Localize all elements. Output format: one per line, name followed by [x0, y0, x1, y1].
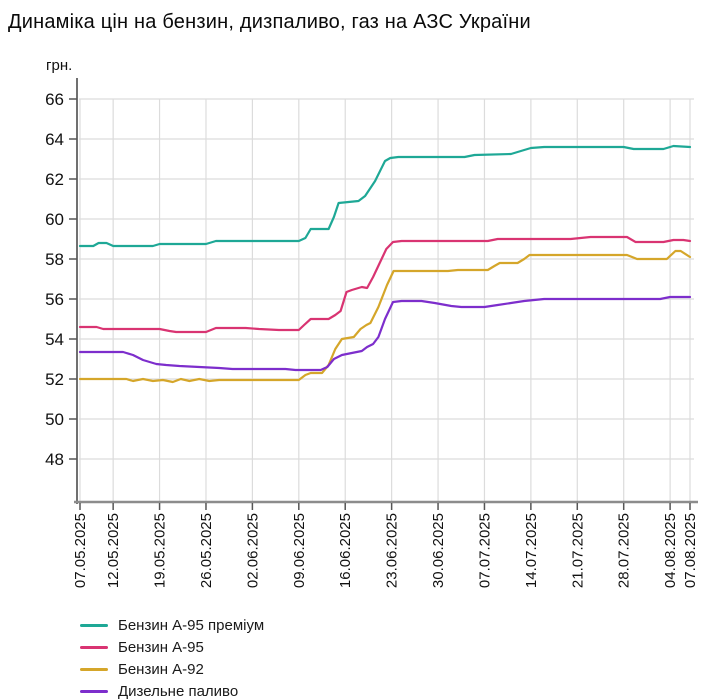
legend-swatch-diesel	[80, 689, 108, 693]
legend-label-a95: Бензин А-95	[118, 638, 204, 656]
legend-item-a95[interactable]: Бензин А-95	[80, 638, 264, 656]
y-tick-label: 52	[45, 370, 64, 389]
y-tick-label: 54	[45, 330, 64, 349]
x-tick-label: 14.07.2025	[523, 513, 540, 588]
legend-swatch-a95	[80, 645, 108, 649]
y-tick-label: 66	[45, 90, 64, 109]
chart-title: Динаміка цін на бензин, дизпаливо, газ н…	[8, 11, 531, 33]
x-tick-label: 07.07.2025	[476, 513, 493, 588]
x-tick-label: 12.05.2025	[105, 513, 122, 588]
legend-swatch-a95-premium	[80, 623, 108, 627]
x-tick-label: 26.05.2025	[198, 513, 215, 588]
series-line-a92	[78, 249, 692, 384]
x-tick-label: 30.06.2025	[430, 513, 447, 588]
x-tick-label: 07.05.2025	[72, 513, 89, 588]
y-tick-label: 56	[45, 290, 64, 309]
legend-label-a92: Бензин А-92	[118, 660, 204, 678]
legend-item-diesel[interactable]: Дизельне паливо	[80, 682, 264, 699]
x-tick-label: 02.06.2025	[244, 513, 261, 588]
legend-label-a95-premium: Бензин А-95 преміум	[118, 616, 265, 634]
x-tick-label: 28.07.2025	[616, 513, 633, 588]
y-tick-label: 64	[45, 130, 64, 149]
axes	[74, 78, 698, 504]
x-tick-label: 23.06.2025	[384, 513, 401, 588]
x-tick-label: 21.07.2025	[569, 513, 586, 588]
y-tick-label: 58	[45, 250, 64, 269]
y-axis-ticks: 66 64 62 60 58 56 54 52 50 48	[45, 90, 77, 469]
y-tick-label: 50	[45, 410, 64, 429]
x-tick-label: 07.08.2025	[682, 513, 699, 588]
legend-swatch-a92	[80, 667, 108, 671]
x-tick-label: 16.06.2025	[337, 513, 354, 588]
legend-label-diesel: Дизельне паливо	[118, 682, 239, 699]
x-tick-label: 09.06.2025	[291, 513, 308, 588]
series-lines	[78, 144, 692, 384]
x-tick-label: 04.08.2025	[662, 513, 679, 588]
y-tick-label: 62	[45, 170, 64, 189]
price-line-chart: 66 64 62 60 58 56 54 52 50 48 07.05.2025 12.05.2025…	[45, 78, 699, 588]
x-axis-ticks: 07.05.2025 12.05.2025 19.05.2025 26.05.2025…	[72, 503, 699, 588]
y-tick-label: 48	[45, 450, 64, 469]
y-tick-label: 60	[45, 210, 64, 229]
series-line-a95-premium	[78, 144, 692, 248]
x-tick-label: 19.05.2025	[152, 513, 169, 588]
legend-item-a95-premium[interactable]: Бензин А-95 преміум	[80, 616, 264, 634]
y-axis-unit-label: грн.	[46, 57, 73, 74]
series-line-diesel	[78, 295, 692, 372]
legend-item-a92[interactable]: Бензин А-92	[80, 660, 264, 678]
gridlines	[79, 98, 694, 502]
series-line-a95	[78, 235, 692, 334]
chart-legend: Бензин А-95 преміум Бензин А-95 Бензин А-9…	[80, 616, 264, 699]
